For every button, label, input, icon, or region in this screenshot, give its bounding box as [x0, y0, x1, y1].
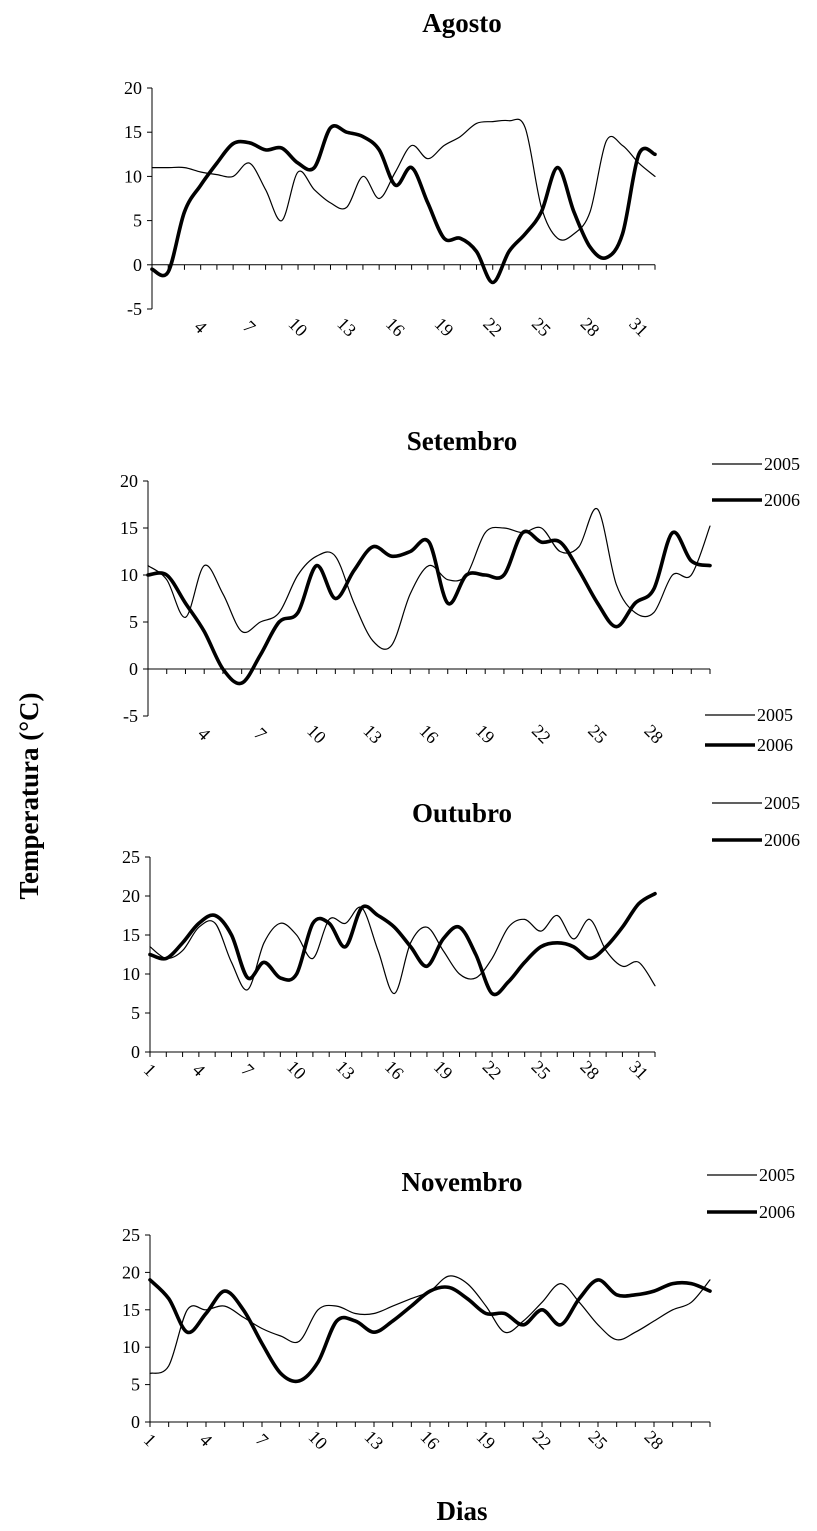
y-tick-label: 5	[133, 211, 142, 231]
x-tick-label: 28	[641, 1427, 668, 1454]
y-tick-label: 20	[122, 886, 140, 906]
y-tick-label: 0	[131, 1042, 140, 1062]
series-line-2005	[151, 118, 656, 241]
y-tick-label: 20	[124, 78, 142, 98]
x-tick-label: 28	[577, 314, 604, 341]
y-tick-label: 15	[124, 122, 142, 142]
chart-title: Outubro	[412, 798, 512, 828]
x-tick-label: 10	[283, 1057, 310, 1084]
y-tick-label: 15	[122, 925, 140, 945]
x-tick-label: 16	[417, 1427, 444, 1454]
chart-1: Setembro -5 0 5 10 15 20 4 7 10 13 16 19 22 25 28 2005 20…	[120, 426, 800, 747]
y-tick-label: 20	[120, 471, 138, 491]
x-tick-label: 19	[473, 1427, 500, 1454]
x-tick-label: 19	[430, 1057, 457, 1084]
y-tick-label: 5	[131, 1375, 140, 1395]
legend-label-2006: 2006	[757, 735, 793, 755]
x-tick-label: 7	[239, 317, 260, 338]
x-tick-label: 19	[472, 721, 499, 748]
legend-label-2005: 2005	[764, 793, 800, 813]
x-tick-label: 10	[285, 314, 312, 341]
series-line-2006	[150, 124, 657, 285]
x-tick-label: 4	[189, 1060, 210, 1081]
chart-2: Outubro 0 5 10 15 20 25 1 4 7 10 13 16 19 22 25 28 31 2005…	[122, 793, 800, 1083]
x-tick-label: 1	[140, 1060, 161, 1081]
x-tick-label: 22	[529, 1427, 556, 1454]
x-tick-label: 13	[359, 721, 386, 748]
x-tick-label: 22	[479, 1057, 506, 1084]
y-tick-label: -5	[127, 299, 142, 319]
chart-title: Agosto	[422, 8, 502, 38]
y-tick-label: 10	[120, 565, 138, 585]
chart-title: Novembro	[402, 1167, 523, 1197]
series-line-2006	[148, 891, 657, 997]
x-tick-label: 25	[528, 314, 555, 341]
x-tick-label: 7	[237, 1060, 258, 1081]
x-tick-label: 31	[625, 314, 652, 341]
x-tick-label: 19	[431, 314, 458, 341]
x-tick-label: 13	[332, 1057, 359, 1084]
x-tick-label: 4	[196, 1430, 217, 1451]
x-tick-label: 25	[585, 1427, 612, 1454]
series-line-2006	[148, 1278, 712, 1384]
x-tick-label: 31	[625, 1057, 652, 1084]
x-tick-label: 16	[382, 314, 409, 341]
x-tick-label: 10	[303, 721, 330, 748]
x-tick-label: 28	[576, 1057, 603, 1084]
x-tick-label: 1	[140, 1430, 161, 1451]
x-axis-title: Dias	[436, 1496, 487, 1526]
y-tick-label: 20	[122, 1262, 140, 1282]
y-tick-label: 10	[122, 1337, 140, 1357]
chart-3: Novembro 0 5 10 15 20 25 1 4 7 10 13 16 19 22 25 28 2005 2…	[122, 1165, 795, 1453]
chart-0: Agosto -5 0 5 10 15 20 4 7 10 13 16 19 22 25 28 31 2005 20…	[124, 8, 793, 755]
y-tick-label: 5	[131, 1003, 140, 1023]
y-axis-title: Temperatura (°C)	[14, 692, 44, 899]
series-line-2006	[146, 529, 712, 686]
x-tick-label: 4	[194, 724, 215, 745]
y-tick-label: 25	[122, 847, 140, 867]
x-tick-label: 13	[333, 314, 360, 341]
legend-label-2006: 2006	[759, 1202, 795, 1222]
y-tick-label: 0	[129, 659, 138, 679]
y-tick-label: 0	[133, 255, 142, 275]
y-tick-label: 0	[131, 1412, 140, 1432]
x-tick-label: 13	[361, 1427, 388, 1454]
x-tick-label: 22	[528, 721, 555, 748]
y-tick-label: 15	[122, 1300, 140, 1320]
series-line-2005	[149, 906, 656, 995]
x-tick-label: 25	[528, 1057, 555, 1084]
legend-label-2005: 2005	[757, 705, 793, 725]
x-tick-label: 28	[640, 721, 667, 748]
legend-label-2006: 2006	[764, 490, 800, 510]
x-tick-label: 7	[252, 1430, 273, 1451]
y-tick-label: 25	[122, 1225, 140, 1245]
y-tick-label: 10	[124, 166, 142, 186]
y-tick-label: 5	[129, 612, 138, 632]
x-tick-label: 22	[479, 314, 506, 341]
legend-label-2006: 2006	[764, 830, 800, 850]
y-tick-label: 10	[122, 964, 140, 984]
series-line-2005	[147, 508, 711, 650]
y-tick-label: -5	[123, 706, 138, 726]
chart-title: Setembro	[407, 426, 517, 456]
legend-label-2005: 2005	[759, 1165, 795, 1185]
legend-label-2005: 2005	[764, 454, 800, 474]
x-tick-label: 16	[416, 721, 443, 748]
x-tick-label: 10	[305, 1427, 332, 1454]
x-tick-label: 16	[381, 1057, 408, 1084]
x-tick-label: 7	[250, 724, 271, 745]
x-tick-label: 4	[190, 317, 211, 338]
y-tick-label: 15	[120, 518, 138, 538]
x-tick-label: 25	[584, 721, 611, 748]
